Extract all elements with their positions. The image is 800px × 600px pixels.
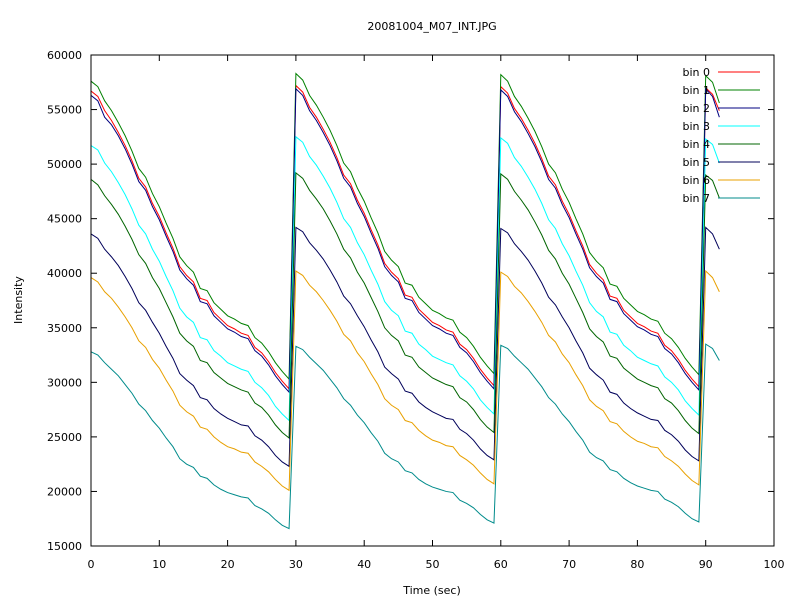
y-tick-label: 20000 [47,485,82,498]
series-line-bin-4 [90,171,720,439]
legend-label: bin 2 [682,102,710,115]
x-axis-label: Time (sec) [402,584,461,597]
legend-label: bin 3 [682,120,710,133]
chart-title: 20081004_M07_INT.JPG [367,20,496,33]
series-line-bin-5 [90,226,720,468]
series-line-bin-1 [90,72,720,381]
y-axis-label: Intensity [12,276,25,324]
x-tick-label: 20 [221,558,235,571]
legend: bin 0 bin 1 bin 2 bin 3 bin 4 bin 5 bin 6 bin 7 [682,66,760,205]
y-tick-label: 40000 [47,267,82,280]
y-tick-label: 30000 [47,376,82,389]
legend-label: bin 0 [682,66,710,79]
x-tick-label: 10 [152,558,166,571]
y-tick-label: 35000 [47,322,82,335]
legend-label: bin 5 [682,156,710,169]
y-tick-label: 15000 [47,540,82,553]
axis-ticks: 0 10 20 30 40 50 60 70 80 90 100 15000 20000 25000 300… [47,49,785,571]
x-tick-label: 60 [494,558,508,571]
x-tick-label: 80 [630,558,644,571]
series-line-bin-2 [90,87,720,394]
x-tick-label: 100 [764,558,785,571]
y-tick-label: 25000 [47,431,82,444]
x-tick-label: 70 [562,558,576,571]
x-tick-label: 50 [426,558,440,571]
y-tick-label: 50000 [47,158,82,171]
series-line-bin-3 [90,135,720,422]
x-tick-label: 0 [88,558,95,571]
legend-label: bin 7 [682,192,710,205]
y-tick-label: 55000 [47,104,82,117]
series-lines [90,72,720,530]
series-line-bin-6 [90,269,720,492]
legend-label: bin 4 [682,138,710,151]
x-tick-label: 30 [289,558,303,571]
legend-label: bin 1 [682,84,710,97]
plot-frame [90,54,775,547]
legend-label: bin 6 [682,174,710,187]
series-line-bin-0 [90,84,720,391]
x-tick-label: 40 [357,558,371,571]
series-line-bin-7 [90,343,720,530]
y-tick-label: 45000 [47,213,82,226]
x-tick-label: 90 [699,558,713,571]
y-tick-label: 60000 [47,49,82,62]
